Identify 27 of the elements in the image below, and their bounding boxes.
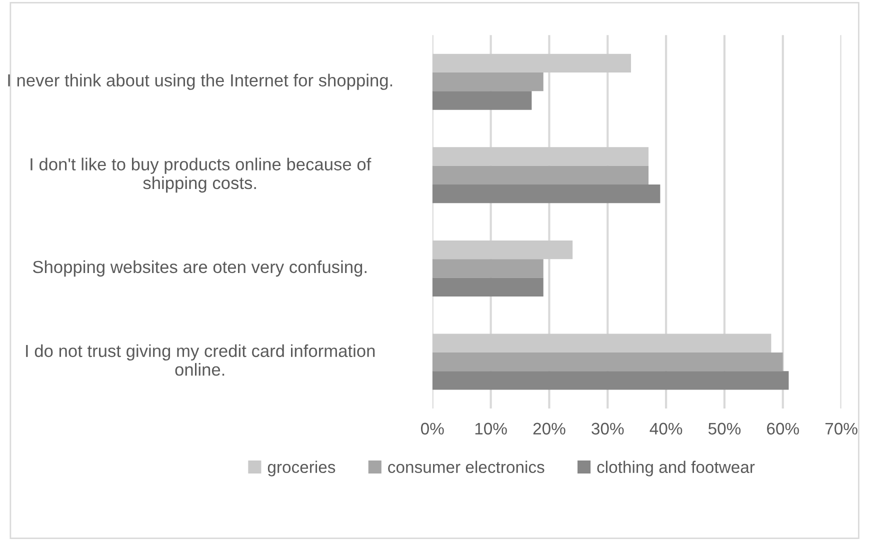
x-tick-label: 60%	[767, 422, 799, 435]
y-tick-label: I don't like to buy products online because of shipping costs.	[30, 158, 372, 193]
bar	[432, 334, 772, 352]
bar	[432, 352, 783, 372]
legend-label: clothing and footwear	[597, 460, 755, 476]
bar	[432, 259, 544, 278]
bar	[432, 147, 649, 166]
bar	[432, 240, 573, 260]
bar	[432, 166, 649, 184]
bar	[432, 184, 660, 204]
x-tick-label: 10%	[475, 422, 507, 435]
bar	[432, 72, 544, 92]
bar	[432, 371, 789, 390]
x-tick-label: 20%	[533, 422, 566, 435]
x-tick-label: 70%	[825, 422, 858, 435]
bar	[432, 54, 631, 72]
x-tick-label: 30%	[592, 422, 624, 435]
y-tick-label: I do not trust giving my credit card information online.	[26, 344, 375, 376]
x-tick-label: 50%	[708, 422, 741, 435]
legend-label: groceries	[268, 460, 336, 476]
legend-label: consumer electronics	[388, 460, 544, 474]
y-tick-label: I never think about using the Internet for shopping.	[8, 74, 392, 90]
y-tick-label: Shopping websites are oten very confusing.	[32, 260, 366, 277]
bar	[432, 278, 544, 296]
x-tick-label: 40%	[650, 422, 682, 435]
x-tick-label: 0%	[420, 422, 444, 435]
bar	[432, 91, 532, 110]
